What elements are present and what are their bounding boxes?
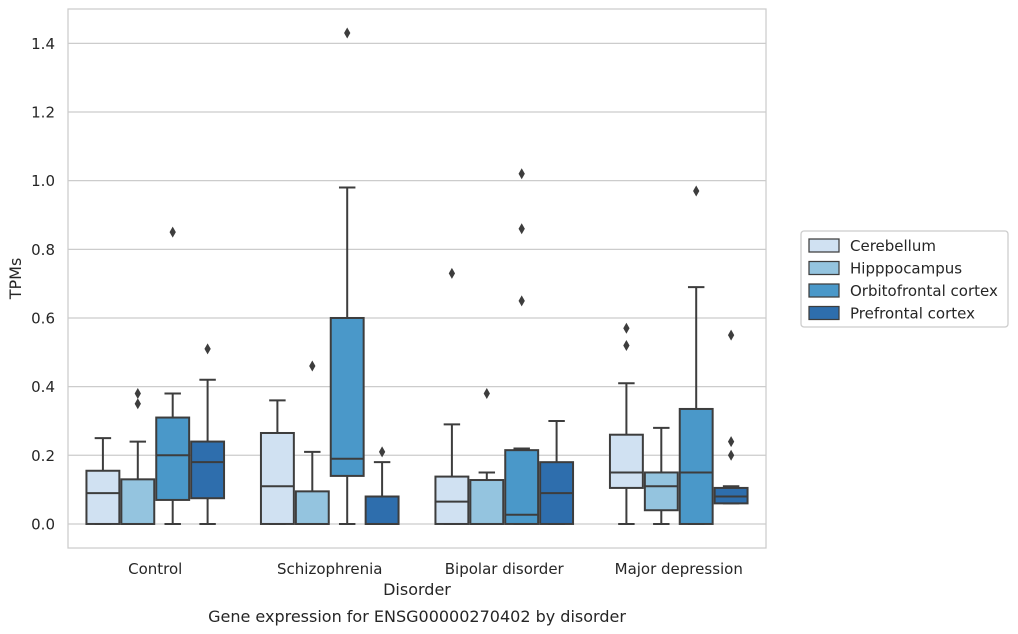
box-cerebellum (85, 437, 121, 525)
outlier-point (623, 322, 630, 334)
box-orbitofrontal-cortex (504, 168, 540, 525)
box-cerebellum (434, 267, 470, 525)
outlier-point (727, 449, 735, 461)
iqr-box (643, 471, 679, 512)
box-hipppocampus (469, 388, 505, 525)
y-tick-label: 0.2 (31, 447, 55, 465)
outlier-point (344, 27, 351, 39)
iqr-box (329, 316, 365, 477)
y-tick-label: 1.4 (31, 35, 55, 53)
box-orbitofrontal-cortex (329, 27, 365, 525)
box-orbitofrontal-cortex (155, 226, 191, 525)
iqr-box (434, 475, 470, 525)
box-prefrontal-cortex (539, 419, 575, 525)
y-tick-label: 0.0 (31, 515, 55, 533)
chart-caption: Gene expression for ENSG00000270402 by d… (208, 607, 626, 626)
x-tick-label: Major depression (615, 560, 743, 578)
outlier-point (693, 185, 700, 197)
legend-label: Hipppocampus (850, 260, 962, 278)
box-series (85, 27, 749, 525)
box-cerebellum (259, 399, 295, 525)
outlier-point (518, 223, 525, 235)
iqr-box (294, 490, 330, 525)
y-tick-label: 1.0 (31, 172, 55, 190)
legend-label: Orbitofrontal cortex (850, 282, 998, 300)
outlier-point (727, 329, 735, 341)
iqr-box (85, 469, 121, 525)
legend-label: Prefrontal cortex (850, 305, 975, 323)
legend-swatch (808, 238, 840, 253)
outlier-point (169, 226, 176, 238)
box-cerebellum (608, 322, 644, 525)
iqr-box (259, 431, 295, 525)
y-tick-label: 0.8 (31, 241, 55, 259)
y-axis-label: TPMs (6, 258, 25, 301)
outlier-point (518, 295, 525, 307)
box-hipppocampus (120, 388, 156, 525)
iqr-box (469, 479, 505, 525)
outlier-point (134, 388, 141, 400)
iqr-box (190, 440, 226, 500)
legend: Cerebellum Hipppocampus Orbitofrontal cort… (800, 230, 1009, 328)
y-tick-label: 0.4 (31, 378, 55, 396)
y-tick-label: 1.2 (31, 103, 55, 121)
iqr-box (364, 495, 400, 525)
legend-frame (800, 230, 1009, 328)
plot-frame (67, 8, 767, 549)
outlier-point (623, 339, 630, 351)
outlier-point (378, 446, 386, 458)
x-tick-label: Bipolar disorder (445, 560, 565, 578)
x-tick-label: Control (128, 560, 182, 578)
outlier-point (518, 168, 525, 180)
outlier-point (134, 398, 141, 410)
outlier-point (727, 436, 735, 448)
legend-swatch (808, 283, 840, 298)
x-tick-labels: Control Schizophrenia Bipolar disorder Majo… (128, 560, 743, 578)
y-tick-labels: 0.0 0.2 0.4 0.6 0.8 1.0 1.2 1.4 (31, 35, 55, 534)
legend-swatch (808, 305, 840, 321)
iqr-box (155, 416, 191, 501)
outlier-point (204, 343, 211, 355)
x-tick-label: Schizophrenia (277, 560, 382, 578)
outlier-point (448, 267, 456, 279)
box-prefrontal-cortex (190, 343, 226, 525)
box-hipppocampus (294, 360, 330, 525)
box-orbitofrontal-cortex (678, 185, 714, 525)
y-tick-label: 0.6 (31, 309, 55, 327)
box-hipppocampus (643, 426, 679, 525)
iqr-box (120, 478, 156, 525)
legend-swatch (808, 260, 840, 276)
iqr-box (504, 449, 540, 525)
x-axis-label: Disorder (383, 580, 451, 599)
box-prefrontal-cortex (713, 329, 749, 505)
box-prefrontal-cortex (364, 446, 400, 525)
iqr-box (608, 433, 644, 489)
outlier-point (309, 360, 316, 372)
iqr-box (678, 407, 714, 525)
outlier-point (483, 388, 490, 400)
legend-label: Cerebellum (850, 237, 936, 255)
